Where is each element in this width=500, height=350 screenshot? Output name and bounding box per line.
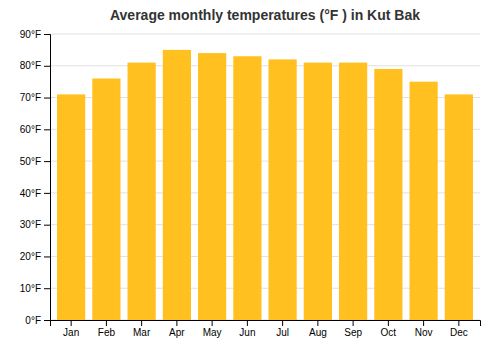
tick: Aug: [309, 320, 327, 338]
tick-label: Aug: [309, 327, 327, 338]
tick-mark: [247, 320, 248, 326]
tick-label: 50°F: [20, 156, 41, 167]
tick: Sep: [344, 320, 362, 338]
bar: [374, 69, 402, 320]
tick-mark: [212, 320, 213, 326]
tick-mark: [106, 320, 107, 326]
tick: 70°F: [20, 92, 50, 103]
tick-label: 0°F: [25, 315, 41, 326]
tick-label: 60°F: [20, 124, 41, 135]
tick-mark: [71, 320, 72, 326]
tick: Jun: [239, 320, 255, 338]
tick-label: Jun: [239, 327, 255, 338]
tick-label: Dec: [450, 327, 468, 338]
tick-mark: [44, 98, 50, 99]
tick: 20°F: [20, 251, 50, 262]
tick: Feb: [98, 320, 116, 338]
tick-label: 10°F: [20, 283, 41, 294]
tick-label: 80°F: [20, 60, 41, 71]
tick-mark: [44, 161, 50, 162]
tick: May: [203, 320, 222, 338]
bar: [304, 63, 332, 320]
tick-label: Feb: [98, 327, 116, 338]
tick-label: May: [203, 327, 222, 338]
bar: [92, 78, 120, 320]
chart: 0°F 10°F 20°F 30°F 40°F 50°F 60°F 70°F 80°F 90°F J…: [0, 0, 500, 350]
bar: [57, 94, 85, 320]
grid-line: [50, 65, 480, 66]
bar: [410, 82, 438, 320]
tick-label: Nov: [415, 327, 433, 338]
bar: [233, 56, 261, 320]
tick-label: Mar: [133, 327, 151, 338]
bar: [198, 53, 226, 320]
tick-label: Apr: [169, 327, 185, 338]
axis-line: [44, 35, 51, 321]
tick: Jul: [276, 320, 289, 338]
tick-mark: [44, 66, 50, 67]
tick: 60°F: [20, 124, 50, 135]
plot: 0°F 10°F 20°F 30°F 40°F 50°F 60°F 70°F 80°F 90°F J…: [20, 29, 481, 338]
tick-mark: [44, 129, 50, 130]
tick: Nov: [415, 320, 433, 338]
tick-mark: [282, 320, 283, 326]
tick-mark: [44, 193, 50, 194]
tick-label: 90°F: [20, 29, 41, 40]
tick: 0°F: [25, 315, 50, 326]
tick: Jan: [63, 320, 79, 338]
tick-label: Jan: [63, 327, 79, 338]
grid-line: [50, 34, 480, 35]
tick-mark: [44, 225, 50, 226]
y-axis: 0°F 10°F 20°F 30°F 40°F 50°F 60°F 70°F 80°F 90°F: [20, 29, 51, 326]
tick: 90°F: [20, 29, 50, 40]
tick-mark: [423, 320, 424, 326]
bar: [339, 63, 367, 320]
tick-mark: [141, 320, 142, 326]
title: Average monthly temperatures (°F ) in Ku…: [110, 7, 420, 23]
tick-label: 40°F: [20, 188, 41, 199]
tick-label: Jul: [276, 327, 289, 338]
x-axis: Jan Feb Mar Apr May Jun Jul Aug Sep Oct Nov Dec: [51, 320, 481, 338]
tick-mark: [353, 320, 354, 326]
tick-mark: [44, 256, 50, 257]
tick-mark: [317, 320, 318, 326]
tick: 80°F: [20, 60, 50, 71]
tick-mark: [176, 320, 177, 326]
tick: 50°F: [20, 156, 50, 167]
tick: Dec: [450, 320, 468, 338]
tick-label: 70°F: [20, 92, 41, 103]
tick-label: 20°F: [20, 251, 41, 262]
bar: [445, 94, 473, 320]
axis-line: [51, 321, 481, 327]
bar: [163, 50, 191, 320]
grid: [50, 34, 480, 320]
tick: Apr: [169, 320, 185, 338]
tick: Mar: [133, 320, 151, 338]
tick-label: 30°F: [20, 219, 41, 230]
bars: [57, 50, 473, 320]
bar: [128, 63, 156, 320]
tick-label: Sep: [344, 327, 362, 338]
tick-mark: [388, 320, 389, 326]
tick: Oct: [381, 320, 397, 338]
tick-mark: [458, 320, 459, 326]
tick-mark: [44, 34, 50, 35]
tick-label: Oct: [381, 327, 397, 338]
tick: 10°F: [20, 283, 50, 294]
tick: 40°F: [20, 188, 50, 199]
tick: 30°F: [20, 219, 50, 230]
tick-mark: [44, 288, 50, 289]
tick-mark: [44, 320, 50, 321]
bar: [269, 59, 297, 320]
